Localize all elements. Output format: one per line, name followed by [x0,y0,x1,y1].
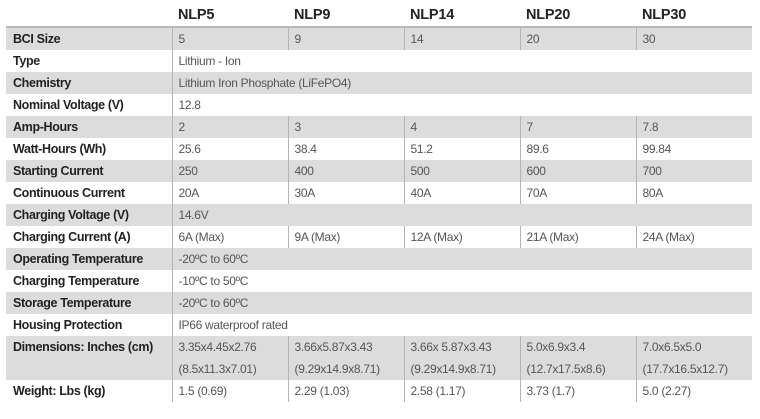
row-label: Type [6,50,172,72]
dimension-cm: (8.5x11.3x7.01) [178,362,257,376]
cell-nlp20: 7 [519,116,636,138]
row-label: Charging Voltage (V) [6,204,172,226]
row-label: Starting Current [6,160,172,182]
cell-nlp30: 7.8 [635,116,752,138]
cell-nlp9: 3.66x5.87x3.43 (9.29x14.9x8.71) [287,336,404,380]
cell-nlp20: 600 [519,160,636,182]
cell-nlp5: 3.35x4.45x2.76 (8.5x11.3x7.01) [171,336,288,380]
cell-nlp30: 700 [635,160,752,182]
cell-nlp5: 5 [171,26,288,50]
row-label: Operating Temperature [6,248,172,270]
dimension-cm: (12.7x17.5x8.6) [526,362,606,376]
model-header-row: NLP5 NLP9 NLP14 NLP20 NLP30 [6,4,752,27]
cell-all-models: -10ºC to 50ºC [171,270,752,292]
cell-nlp30: 30 [635,26,752,50]
row-label: Storage Temperature [6,292,172,314]
row-label: Housing Protection [6,314,172,336]
cell-nlp14: 3.66x 5.87x3.43 (9.29x14.9x8.71) [403,336,520,380]
row-charging-current: Charging Current (A) 6A (Max) 9A (Max) 1… [6,226,752,248]
cell-nlp30: 80A [635,182,752,204]
row-watt-hours: Watt-Hours (Wh) 25.6 38.4 51.2 89.6 99.8… [6,138,752,160]
row-amp-hours: Amp-Hours 2 3 4 7 7.8 [6,116,752,138]
cell-nlp9: 9A (Max) [287,226,404,248]
row-label: Dimensions: Inches (cm) [6,336,172,380]
dimension-cm: (9.29x14.9x8.71) [410,362,497,376]
row-label: Continuous Current [6,182,172,204]
row-nominal-voltage: Nominal Voltage (V) 12.8 [6,94,752,116]
cell-nlp5: 2 [171,116,288,138]
row-label: Chemistry [6,72,172,94]
row-charging-voltage: Charging Voltage (V) 14.6V [6,204,752,226]
row-operating-temperature: Operating Temperature -20ºC to 60ºC [6,248,752,270]
cell-nlp9: 9 [287,26,404,50]
cell-nlp20: 3.73 (1.7) [519,380,636,402]
cell-nlp20: 5.0x6.9x3.4 (12.7x17.5x8.6) [519,336,636,380]
cell-nlp14: 2.58 (1.17) [403,380,520,402]
row-dimensions: Dimensions: Inches (cm) 3.35x4.45x2.76 (… [6,336,752,380]
row-continuous-current: Continuous Current 20A 30A 40A 70A 80A [6,182,752,204]
cell-all-models: 14.6V [171,204,752,226]
dimension-inches: 3.66x 5.87x3.43 [410,340,492,354]
row-label: Weight: Lbs (kg) [6,380,172,402]
cell-nlp30: 7.0x6.5x5.0 (17.7x16.5x12.7) [635,336,752,380]
row-starting-current: Starting Current 250 400 500 600 700 [6,160,752,182]
dimension-inches: 3.35x4.45x2.76 [178,340,257,354]
cell-nlp14: 4 [403,116,520,138]
cell-all-models: IP66 waterproof rated [171,314,752,336]
cell-nlp20: 70A [519,182,636,204]
dimension-inches: 3.66x5.87x3.43 [294,340,373,354]
cell-nlp30: 99.84 [635,138,752,160]
cell-nlp5: 20A [171,182,288,204]
cell-all-models: -20ºC to 60ºC [171,292,752,314]
cell-nlp30: 24A (Max) [635,226,752,248]
cell-nlp14: 51.2 [403,138,520,160]
row-label: Watt-Hours (Wh) [6,138,172,160]
cell-nlp9: 38.4 [287,138,404,160]
row-label: Charging Temperature [6,270,172,292]
row-label: Charging Current (A) [6,226,172,248]
cell-nlp14: 14 [403,26,520,50]
dimension-cm: (9.29x14.9x8.71) [294,362,381,376]
cell-nlp14: 12A (Max) [403,226,520,248]
cell-all-models: 12.8 [171,94,752,116]
cell-nlp9: 30A [287,182,404,204]
cell-nlp9: 2.29 (1.03) [287,380,404,402]
row-type: Type Lithium - Ion [6,50,752,72]
cell-nlp30: 5.0 (2.27) [635,380,752,402]
cell-nlp20: 89.6 [519,138,636,160]
row-weight: Weight: Lbs (kg) 1.5 (0.69) 2.29 (1.03) … [6,380,752,402]
dimension-inches: 7.0x6.5x5.0 [642,340,702,354]
model-header-nlp30: NLP30 [642,7,687,23]
model-header-nlp9: NLP9 [294,7,331,23]
model-header-nlp14: NLP14 [410,7,455,23]
battery-spec-table: NLP5 NLP9 NLP14 NLP20 NLP30 BCI Size 5 9… [6,4,752,402]
row-charging-temperature: Charging Temperature -10ºC to 50ºC [6,270,752,292]
cell-all-models: Lithium - Ion [171,50,752,72]
cell-nlp9: 400 [287,160,404,182]
model-header-nlp20: NLP20 [526,7,571,23]
row-storage-temperature: Storage Temperature -20ºC to 60ºC [6,292,752,314]
cell-all-models: -20ºC to 60ºC [171,248,752,270]
dimension-inches: 5.0x6.9x3.4 [526,340,586,354]
row-label: Nominal Voltage (V) [6,94,172,116]
cell-nlp5: 1.5 (0.69) [171,380,288,402]
cell-nlp20: 21A (Max) [519,226,636,248]
model-header-nlp5: NLP5 [178,7,215,23]
cell-nlp14: 40A [403,182,520,204]
cell-nlp20: 20 [519,26,636,50]
cell-nlp14: 500 [403,160,520,182]
cell-all-models: Lithium Iron Phosphate (LiFePO4) [171,72,752,94]
cell-nlp9: 3 [287,116,404,138]
row-label: Amp-Hours [6,116,172,138]
dimension-cm: (17.7x16.5x12.7) [642,362,729,376]
row-label: BCI Size [6,26,172,50]
row-chemistry: Chemistry Lithium Iron Phosphate (LiFePO… [6,72,752,94]
row-housing-protection: Housing Protection IP66 waterproof rated [6,314,752,336]
row-bci-size: BCI Size 5 9 14 20 30 [6,26,752,50]
header-corner [6,4,172,27]
cell-nlp5: 25.6 [171,138,288,160]
cell-nlp5: 250 [171,160,288,182]
cell-nlp5: 6A (Max) [171,226,288,248]
